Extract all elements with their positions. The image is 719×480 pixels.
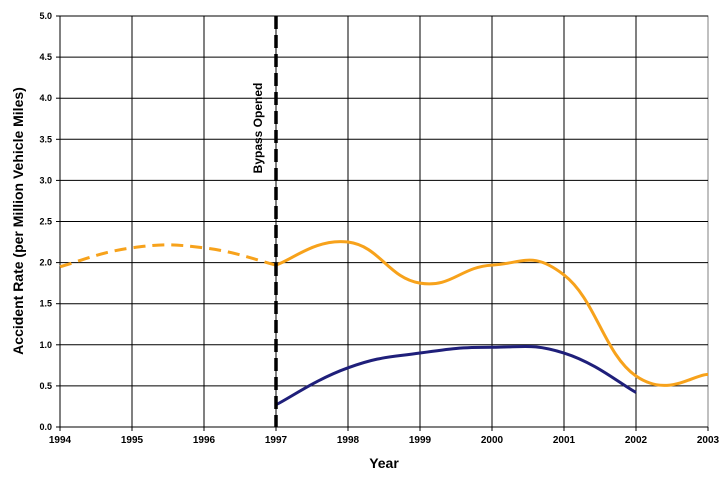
y-tick-label: 4.0 bbox=[39, 93, 52, 103]
x-tick-label: 2001 bbox=[553, 435, 576, 446]
annotation-label: Bypass Opened bbox=[251, 83, 265, 174]
x-tick-label: 1995 bbox=[121, 435, 144, 446]
x-axis-title: Year bbox=[369, 455, 399, 471]
series-line-3 bbox=[275, 344, 637, 407]
y-tick-label: 1.0 bbox=[39, 340, 52, 350]
y-tick-label: 5.0 bbox=[39, 11, 52, 21]
y-tick-label: 1.5 bbox=[39, 299, 52, 309]
x-tick-labels: 1994 1995 1996 1997 1998 1999 2000 2001 2002 2003 bbox=[49, 435, 719, 446]
x-tick-label: 1996 bbox=[193, 435, 216, 446]
x-tick-label: 1997 bbox=[265, 435, 288, 446]
series-line-2 bbox=[275, 240, 709, 387]
x-tick-label: 2002 bbox=[625, 435, 648, 446]
y-tick-label: 2.0 bbox=[39, 258, 52, 268]
x-tick-label: 1999 bbox=[409, 435, 432, 446]
y-tick-label: 3.0 bbox=[39, 175, 52, 185]
y-tick-label: 4.5 bbox=[39, 52, 52, 62]
y-tick-label: 0.5 bbox=[39, 381, 52, 391]
y-axis-title: Accident Rate (per Million Vehicle Miles… bbox=[10, 87, 26, 355]
x-tick-label: 2000 bbox=[481, 435, 504, 446]
x-tick-label: 2003 bbox=[697, 435, 719, 446]
series-group bbox=[59, 240, 709, 407]
x-tick-label: 1998 bbox=[337, 435, 360, 446]
y-tick-labels: 0.0 0.5 1.0 1.5 2.0 2.5 3.0 3.5 4.0 4.5 5.0 bbox=[39, 11, 52, 432]
annotations-group: Bypass Opened bbox=[251, 16, 278, 427]
x-tick-label: 1994 bbox=[49, 435, 72, 446]
y-tick-label: 0.0 bbox=[39, 422, 52, 432]
y-tick-label: 2.5 bbox=[39, 217, 52, 227]
y-tick-label: 3.5 bbox=[39, 134, 52, 144]
